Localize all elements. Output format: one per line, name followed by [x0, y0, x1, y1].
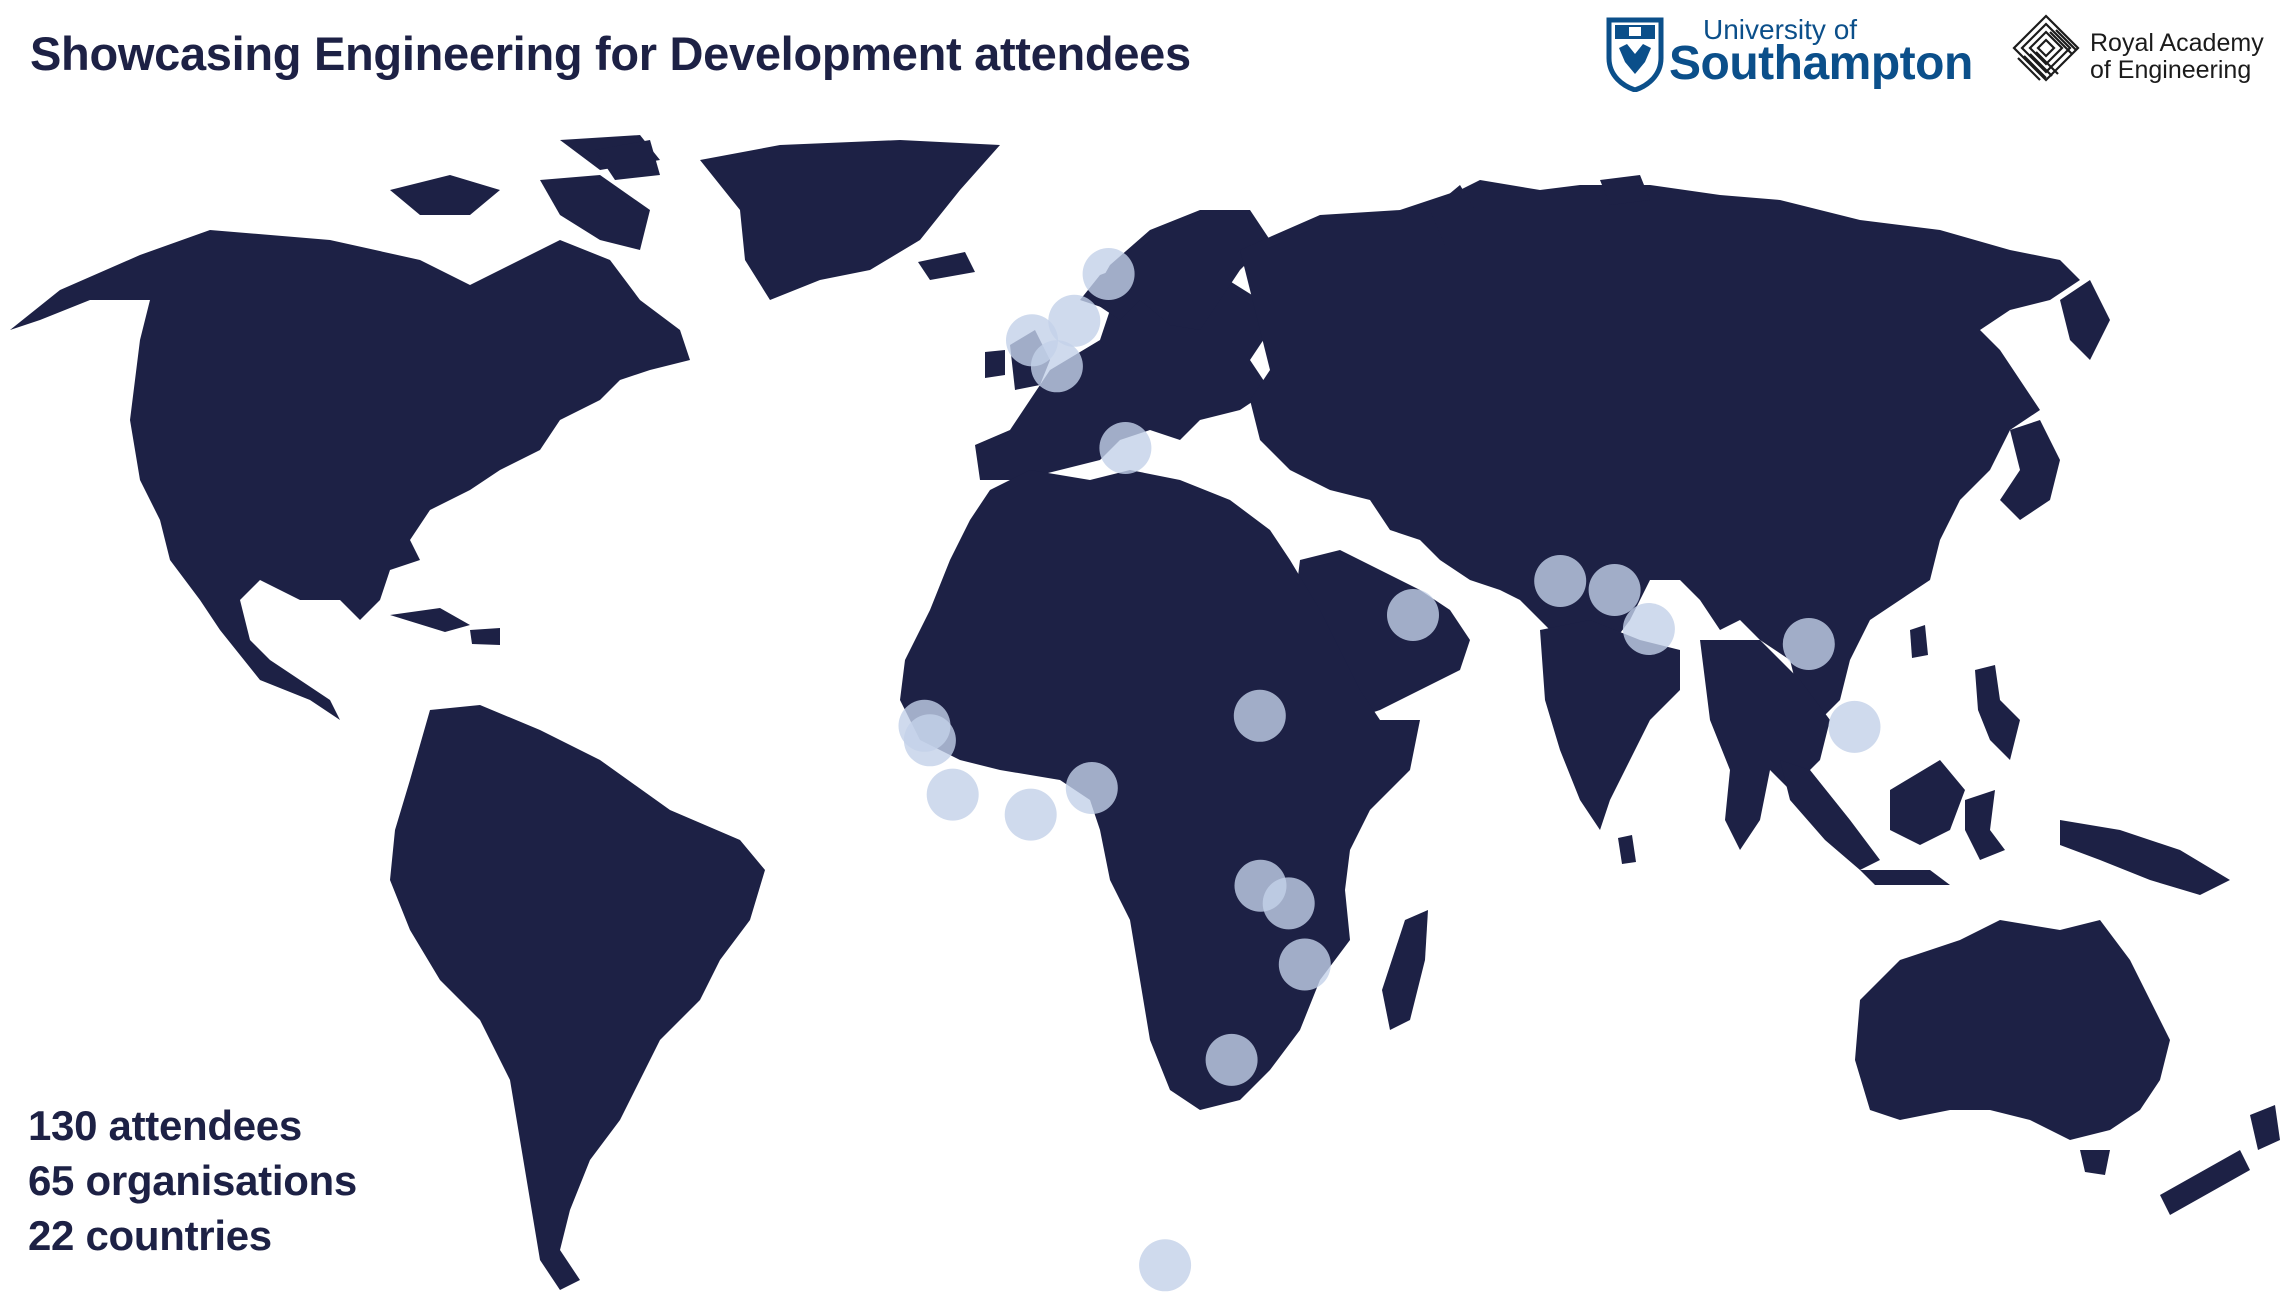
land-new-guinea [2060, 820, 2230, 895]
southampton-logo-line1: University of [1703, 14, 1858, 45]
land-asia [1240, 180, 2080, 720]
attendee-location-marker [1030, 340, 1083, 393]
attendee-location-marker [1048, 294, 1101, 347]
attendee-location-marker [1622, 603, 1675, 655]
land-cuba [390, 608, 470, 632]
attendee-location-marker [1278, 938, 1331, 991]
attendee-location-marker [1205, 1033, 1258, 1086]
attendee-location-marker [1828, 700, 1881, 753]
attendee-location-marker [1082, 248, 1135, 300]
land-taiwan [1910, 625, 1928, 658]
land-australia [1855, 920, 2170, 1140]
southampton-logo-line2: Southampton [1669, 37, 1973, 90]
royal-academy-line1: Royal Academy [2090, 29, 2264, 57]
southampton-crest-icon [1606, 17, 1664, 92]
attendee-location-marker [1387, 589, 1439, 641]
land-new-zealand-north [2250, 1105, 2280, 1150]
land-sri-lanka [1618, 835, 1636, 864]
attendee-location-marker [1004, 788, 1057, 841]
summary-stats: 130 attendees 65 organisations 22 countr… [28, 1098, 357, 1263]
land-severnaya [1600, 175, 1650, 205]
attendee-location-marker [903, 714, 956, 767]
land-madagascar [1382, 910, 1428, 1030]
land-kamchatka [2060, 280, 2110, 360]
organisations-count: 65 organisations [28, 1157, 357, 1204]
attendee-location-marker [1099, 422, 1152, 474]
university-of-southampton-logo: University of Southampton [1605, 10, 1975, 95]
land-southeast-asia [1700, 640, 1830, 850]
attendee-location-marker [1588, 564, 1641, 616]
land-borneo [1890, 760, 1965, 845]
land-ellesmere [595, 140, 660, 180]
land-sulawesi [1965, 790, 2005, 860]
attendee-location-marker [1262, 877, 1315, 930]
land-iceland [918, 252, 975, 280]
land-new-zealand-south [2160, 1150, 2250, 1215]
land-sumatra [1780, 760, 1880, 870]
land-tasmania [2080, 1150, 2110, 1175]
land-scandinavia [1090, 210, 1270, 330]
land-japan [2000, 420, 2060, 520]
attendee-location-marker [926, 768, 979, 821]
land-south-america [390, 705, 765, 1290]
royal-academy-of-engineering-logo: Royal Academy of Engineering [2010, 12, 2285, 92]
land-java [1860, 870, 1950, 885]
land-hispaniola [470, 628, 500, 645]
attendee-location-marker [1139, 1239, 1192, 1292]
land-greenland [700, 140, 1000, 300]
attendee-location-marker [1065, 762, 1118, 814]
attendee-location-marker [1534, 555, 1587, 607]
land-india [1540, 620, 1680, 830]
attendees-count: 130 attendees [28, 1102, 302, 1149]
attendee-location-marker [1782, 618, 1835, 670]
page-title: Showcasing Engineering for Development a… [30, 27, 1191, 80]
land-north-america [10, 230, 690, 720]
royal-academy-logo-text: Royal Academy of Engineering [2090, 30, 2264, 84]
land-novaya-zemlya [1430, 185, 1475, 245]
attendee-markers [898, 248, 1881, 1292]
attendee-location-marker [1233, 689, 1286, 742]
countries-count: 22 countries [28, 1212, 272, 1259]
royal-academy-line2: of Engineering [2090, 56, 2252, 84]
land-ireland [985, 350, 1005, 378]
land-baffin [540, 175, 650, 250]
royal-academy-mark-icon [2012, 14, 2080, 82]
land-philippines [1975, 665, 2020, 760]
land-arctic-islands [390, 175, 500, 215]
